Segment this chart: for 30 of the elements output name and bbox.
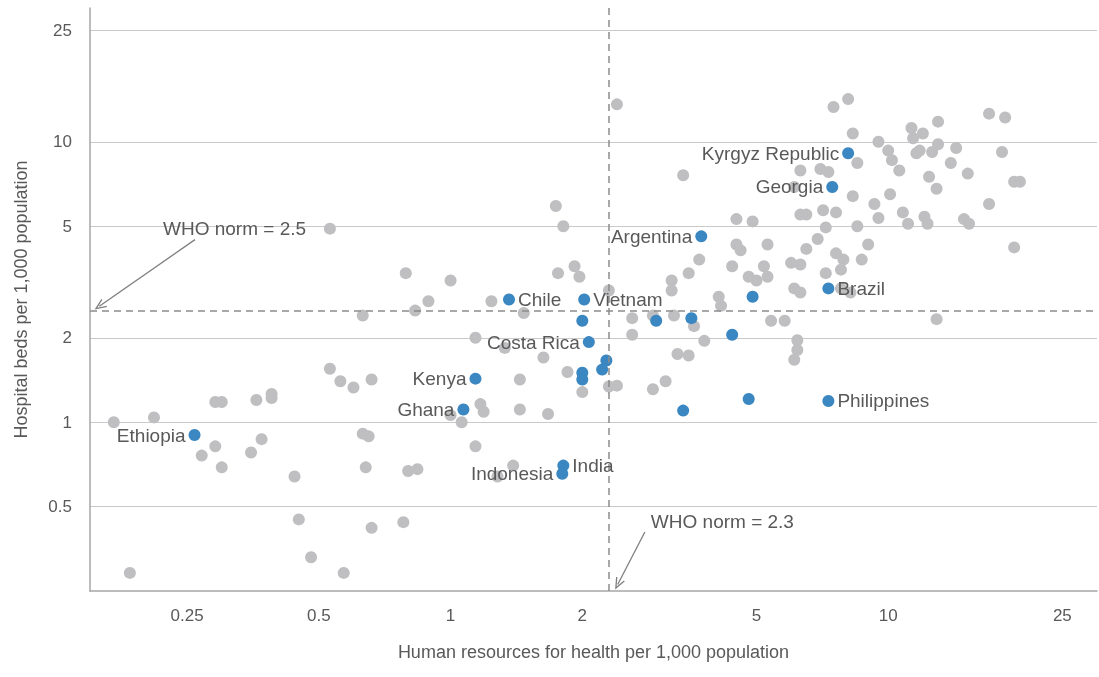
y-tick-label: 5 <box>62 216 72 236</box>
annotation: Kyrgyz Republic <box>701 142 840 164</box>
y-axis-title: Hospital beds per 1,000 population <box>11 160 31 439</box>
y-tick-label: 1 <box>62 412 72 432</box>
annotation: Georgia <box>755 176 824 198</box>
annotation: Ethiopia <box>116 424 186 446</box>
x-tick-label: 2 <box>577 606 588 625</box>
x-tick-label: 5 <box>751 606 762 625</box>
annotation: Brazil <box>837 277 885 299</box>
x-tick-label: 25 <box>1052 606 1072 625</box>
x-axis-title: Human resources for health per 1,000 population <box>397 642 790 662</box>
x-tick-label: 0.5 <box>307 606 331 625</box>
y-tick-label: 25 <box>53 20 72 40</box>
y-tick-label: 10 <box>53 132 72 152</box>
ref-line-label: WHO norm = 2.5 <box>163 218 307 240</box>
annotation: Chile <box>518 288 562 310</box>
annotation: Ghana <box>397 398 455 420</box>
x-tick-label: 1 <box>445 606 456 625</box>
annotation: Argentina <box>610 225 693 247</box>
y-tick-label: 0.5 <box>48 497 72 517</box>
annotation: India <box>572 455 614 477</box>
x-tick-label: 10 <box>878 606 898 625</box>
annotation: Indonesia <box>470 463 554 485</box>
ref-line-label: WHO norm = 2.3 <box>650 510 794 532</box>
y-tick-label: 2 <box>62 328 72 348</box>
annotation: Kenya <box>412 368 467 390</box>
annotation: Vietnam <box>593 288 663 310</box>
annotation: Philippines <box>837 390 930 412</box>
annotation: Costa Rica <box>486 331 581 353</box>
x-tick-label: 0.25 <box>170 606 204 625</box>
